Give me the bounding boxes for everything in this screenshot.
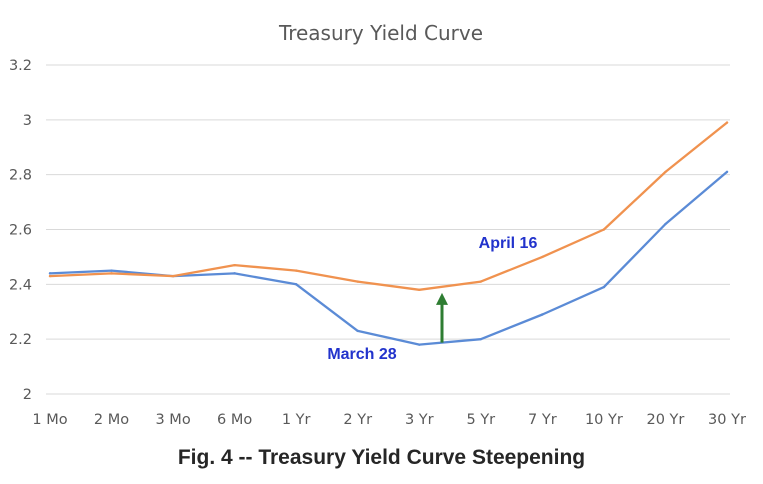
data-point <box>110 272 113 275</box>
figure-caption: Fig. 4 -- Treasury Yield Curve Steepenin… <box>177 446 586 469</box>
data-point <box>479 280 483 283</box>
data-point <box>233 263 236 267</box>
y-tick-label: 2 <box>23 387 32 403</box>
y-tick-label: 2.4 <box>9 277 32 293</box>
data-point <box>48 274 52 278</box>
x-tick-label: 1 Mo <box>32 412 67 428</box>
label-april-16: April 16 <box>479 235 538 252</box>
data-point <box>541 255 544 259</box>
series-line-april-16 <box>48 121 729 291</box>
data-point <box>664 222 667 226</box>
yield-curve-chart: Treasury Yield Curve 2 2.2 2.4 2.6 2.8 3 3.2 1… <box>9 21 746 428</box>
x-tick-label: 20 Yr <box>647 412 685 428</box>
data-point <box>356 280 359 283</box>
x-tick-label: 30 Yr <box>708 412 746 428</box>
data-point <box>294 283 298 286</box>
y-tick-label: 2.6 <box>9 223 32 239</box>
data-point <box>171 274 175 278</box>
data-point <box>725 121 729 124</box>
annotations: April 16 March 28 <box>327 235 537 363</box>
data-point <box>602 285 606 289</box>
y-tick-label: 3 <box>23 113 32 129</box>
x-tick-label: 10 Yr <box>585 412 623 428</box>
gridlines <box>46 64 730 395</box>
data-point <box>479 337 483 341</box>
chart-title: Treasury Yield Curve <box>278 21 483 45</box>
x-tick-label: 3 Yr <box>405 412 434 428</box>
series-lines <box>48 121 729 346</box>
data-point <box>418 343 421 346</box>
series-line-march-28 <box>48 170 729 346</box>
y-tick-label: 2.8 <box>9 168 32 184</box>
data-point <box>48 272 52 275</box>
data-point <box>664 170 667 174</box>
data-point <box>294 269 298 272</box>
data-point <box>418 288 421 292</box>
x-tick-label: 3 Mo <box>155 412 190 428</box>
x-tick-label: 6 Mo <box>217 412 252 428</box>
data-point <box>356 329 359 333</box>
data-point <box>233 272 236 275</box>
data-point <box>110 269 113 272</box>
x-tick-label: 5 Yr <box>466 412 495 428</box>
data-point <box>725 170 729 174</box>
x-tick-label: 7 Yr <box>528 412 557 428</box>
x-tick-label: 2 Mo <box>94 412 129 428</box>
y-tick-label: 2.2 <box>9 332 32 348</box>
x-tick-label: 1 Yr <box>282 412 311 428</box>
y-axis-ticks: 2 2.2 2.4 2.6 2.8 3 3.2 <box>9 58 32 403</box>
y-tick-label: 3.2 <box>9 58 32 74</box>
label-march-28: March 28 <box>327 346 396 363</box>
x-tick-label: 2 Yr <box>343 412 372 428</box>
x-axis-ticks: 1 Mo 2 Mo 3 Mo 6 Mo 1 Yr 2 Yr 3 Yr 5 Yr 7 Yr 10 Y… <box>32 412 746 428</box>
arrow-head-icon <box>436 292 448 305</box>
data-point <box>541 313 544 316</box>
data-point <box>602 228 606 231</box>
